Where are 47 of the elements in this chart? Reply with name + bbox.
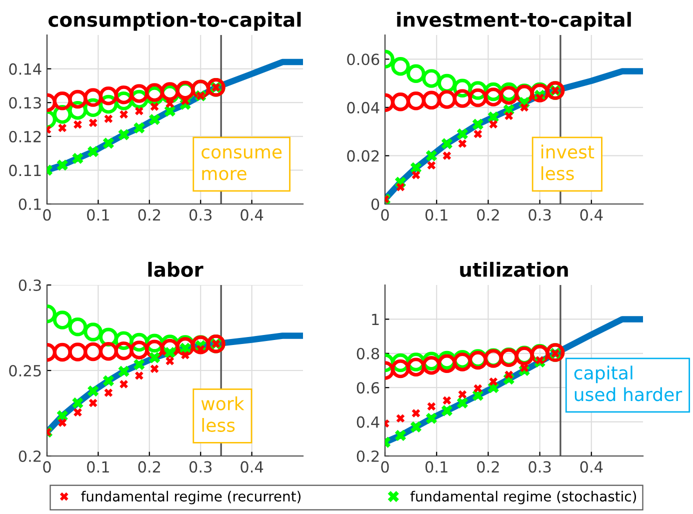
y-tick-label: 0.14 [9, 63, 42, 75]
x-tick-label: 0.3 [528, 461, 551, 473]
x-tick-label: 0.2 [477, 461, 499, 473]
annotation: work less [201, 396, 244, 432]
y-tick-label: 0.11 [9, 164, 41, 176]
annotation: invest less [542, 144, 594, 180]
x-tick-label: 0.1 [425, 461, 448, 473]
chart-title: consumption-to-capital [48, 12, 301, 31]
y-tick-label: 0.12 [9, 130, 41, 142]
x-tick-label: 0.1 [87, 461, 109, 473]
y-tick-label: 0.2 [18, 450, 41, 462]
x-tick-label: 0.3 [189, 461, 212, 473]
x-tick-label: 0.2 [138, 461, 160, 473]
y-tick-label: 0.3 [18, 279, 41, 292]
y-tick-label: 0.25 [9, 364, 41, 377]
y-tick-label: 0.06 [347, 54, 380, 66]
x-tick-label: 0.2 [138, 209, 160, 221]
y-tick-label: 0.6 [356, 382, 380, 394]
x-tick-label: 0.2 [477, 209, 499, 221]
x-tick-label: 0 [43, 209, 51, 221]
x-tick-label: 0.4 [580, 209, 603, 221]
y-tick-label: 0.2 [356, 450, 379, 462]
legend-label: fundamental regime (recurrent) [81, 490, 301, 504]
x-tick-label: 0.1 [87, 209, 109, 221]
y-tick-label: 1 [372, 314, 379, 326]
x-tick-label: 0.1 [425, 209, 448, 221]
y-tick-label: 0.4 [356, 416, 380, 428]
annotation: consume more [202, 148, 282, 180]
x-tick-label: 0.4 [580, 461, 603, 473]
y-tick-label: 0.1 [18, 198, 41, 210]
y-tick-label: 0.8 [356, 348, 380, 360]
chart-title: utilization [460, 262, 568, 277]
annotation: capital used harder [574, 366, 682, 402]
y-tick-label: 0.02 [347, 150, 379, 162]
x-tick-label: 0.4 [240, 209, 264, 221]
legend-label: fundamental regime (stochastic) [410, 490, 636, 504]
y-tick-label: 0 [371, 198, 380, 210]
chart-title: investment-to-capital [397, 12, 631, 31]
x-tick-label: 0.4 [240, 461, 264, 473]
y-tick-label: 0.13 [9, 97, 41, 109]
x-tick-label: 0 [43, 461, 51, 473]
y-tick-label: 0.04 [347, 102, 380, 114]
x-tick-label: 0 [381, 461, 389, 473]
chart-title: labor [148, 262, 204, 277]
x-tick-label: 0.3 [528, 209, 551, 221]
x-tick-label: 0 [381, 209, 389, 221]
x-tick-label: 0.3 [189, 209, 212, 221]
